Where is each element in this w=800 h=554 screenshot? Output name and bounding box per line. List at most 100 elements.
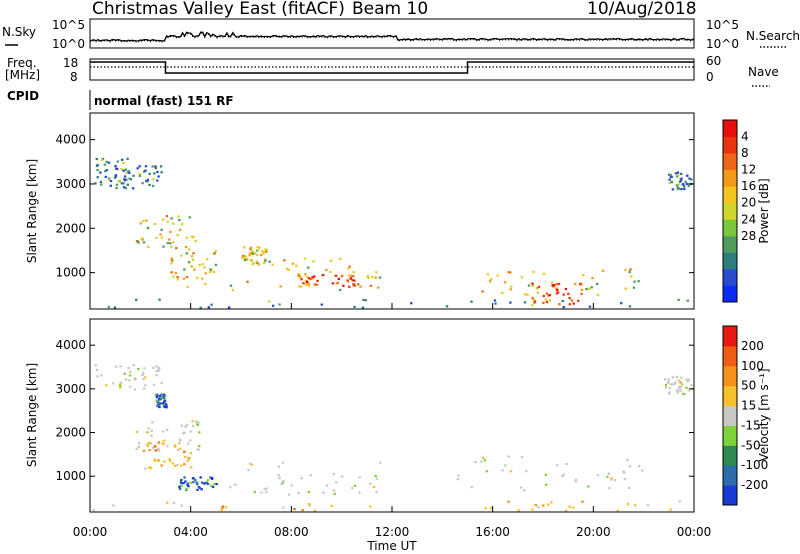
scatter-cell bbox=[242, 254, 245, 258]
scatter-cell bbox=[307, 266, 310, 269]
scatter-cell bbox=[128, 177, 131, 180]
scatter-cell bbox=[671, 188, 675, 191]
scatter-cell bbox=[536, 291, 540, 294]
scatter-cell bbox=[184, 480, 187, 483]
freq-left-tick-bottom: 8 bbox=[70, 70, 78, 84]
scatter-cell bbox=[585, 288, 588, 291]
scatter-cell bbox=[676, 171, 680, 174]
scatter-cell bbox=[175, 247, 178, 250]
scatter-cell bbox=[190, 466, 193, 469]
scatter-cell bbox=[523, 293, 527, 296]
scatter-cell bbox=[690, 384, 693, 387]
scatter-cell bbox=[287, 493, 291, 496]
scatter-cell bbox=[155, 370, 158, 373]
scatter-cell bbox=[353, 279, 356, 282]
scatter-cell bbox=[148, 441, 151, 444]
scatter-cell bbox=[676, 389, 680, 392]
colorbar-segment bbox=[723, 385, 737, 407]
scatter-cell bbox=[95, 368, 99, 372]
velocity-colorbar-label: Velocity [m s⁻¹] bbox=[757, 368, 771, 461]
velocity-scatter-cells bbox=[92, 363, 694, 512]
nave-right-tick-bottom: 0 bbox=[706, 70, 714, 84]
scatter-cell bbox=[523, 301, 527, 304]
scatter-cell bbox=[148, 183, 151, 186]
scatter-cell bbox=[183, 450, 186, 453]
scatter-cell bbox=[633, 280, 636, 283]
colorbar-segment bbox=[723, 153, 737, 171]
scatter-cell bbox=[144, 165, 148, 168]
scatter-cell bbox=[117, 180, 120, 183]
x-tick-label: 16:00 bbox=[475, 525, 510, 539]
scatter-cell bbox=[264, 258, 267, 261]
scatter-cell bbox=[99, 171, 102, 174]
scatter-cell bbox=[127, 170, 130, 173]
scatter-cell bbox=[241, 256, 244, 259]
scatter-cell bbox=[189, 430, 192, 433]
scatter-cell bbox=[176, 276, 179, 279]
scatter-cell bbox=[675, 184, 679, 187]
scatter-cell bbox=[204, 282, 207, 286]
scatter-cell bbox=[547, 503, 550, 506]
scatter-cell bbox=[157, 449, 161, 452]
scatter-cell bbox=[144, 384, 147, 387]
scatter-cell bbox=[197, 421, 200, 424]
scatter-cell bbox=[300, 278, 303, 281]
scatter-cell bbox=[92, 509, 96, 512]
scatter-cell bbox=[568, 297, 571, 300]
colorbar-segment bbox=[723, 202, 737, 220]
scatter-cell bbox=[548, 299, 551, 302]
scatter-cell bbox=[556, 288, 559, 292]
nsky-trace bbox=[89, 31, 695, 42]
scatter-cell bbox=[335, 481, 338, 484]
scatter-cell bbox=[325, 269, 328, 272]
noise-left-tick-top: 10^5 bbox=[52, 18, 85, 32]
scatter-cell bbox=[616, 509, 619, 512]
scatter-cell bbox=[156, 401, 160, 404]
scatter-cell bbox=[256, 246, 259, 249]
scatter-cell bbox=[122, 169, 125, 172]
scatter-cell bbox=[664, 378, 667, 381]
scatter-cell bbox=[165, 406, 168, 409]
scatter-cell bbox=[580, 283, 583, 286]
scatter-cell bbox=[146, 178, 150, 181]
y-tick-label: 4000 bbox=[55, 338, 86, 352]
scatter-cell bbox=[520, 456, 524, 459]
scatter-cell bbox=[186, 285, 189, 288]
scatter-cell bbox=[671, 376, 675, 379]
scatter-cell bbox=[687, 389, 690, 392]
scatter-cell bbox=[260, 491, 263, 494]
scatter-cell bbox=[141, 182, 144, 185]
scatter-cell bbox=[348, 274, 351, 277]
scatter-cell bbox=[158, 402, 162, 405]
scatter-cell bbox=[146, 444, 150, 448]
colorbar-tick-label: -15 bbox=[741, 418, 761, 432]
scatter-cell bbox=[574, 478, 578, 481]
scatter-cell bbox=[128, 385, 132, 388]
scatter-cell bbox=[132, 363, 136, 367]
velocity-y-axis-label: Slant Range [km] bbox=[25, 363, 39, 467]
scatter-cell bbox=[114, 175, 118, 178]
scatter-cell bbox=[255, 260, 259, 263]
scatter-cell bbox=[112, 382, 115, 385]
scatter-cell bbox=[687, 184, 690, 188]
scatter-cell bbox=[142, 219, 145, 223]
scatter-cell bbox=[163, 460, 166, 463]
scatter-cell bbox=[628, 305, 632, 308]
scatter-cell bbox=[301, 509, 304, 512]
scatter-cell bbox=[253, 490, 256, 493]
scatter-cell bbox=[501, 469, 504, 472]
scatter-cell bbox=[158, 397, 161, 400]
scatter-cell bbox=[183, 463, 186, 466]
scatter-cell bbox=[248, 254, 251, 257]
scatter-cell bbox=[196, 423, 199, 426]
scatter-cell bbox=[265, 491, 268, 494]
scatter-cell bbox=[587, 287, 590, 290]
y-tick-label: 2000 bbox=[55, 221, 86, 235]
scatter-cell bbox=[674, 381, 677, 384]
scatter-cell bbox=[517, 509, 520, 512]
scatter-cell bbox=[179, 439, 182, 442]
scatter-cell bbox=[496, 274, 499, 277]
scatter-cell bbox=[156, 170, 159, 174]
scatter-cell bbox=[153, 445, 157, 448]
scatter-cell bbox=[214, 263, 218, 266]
